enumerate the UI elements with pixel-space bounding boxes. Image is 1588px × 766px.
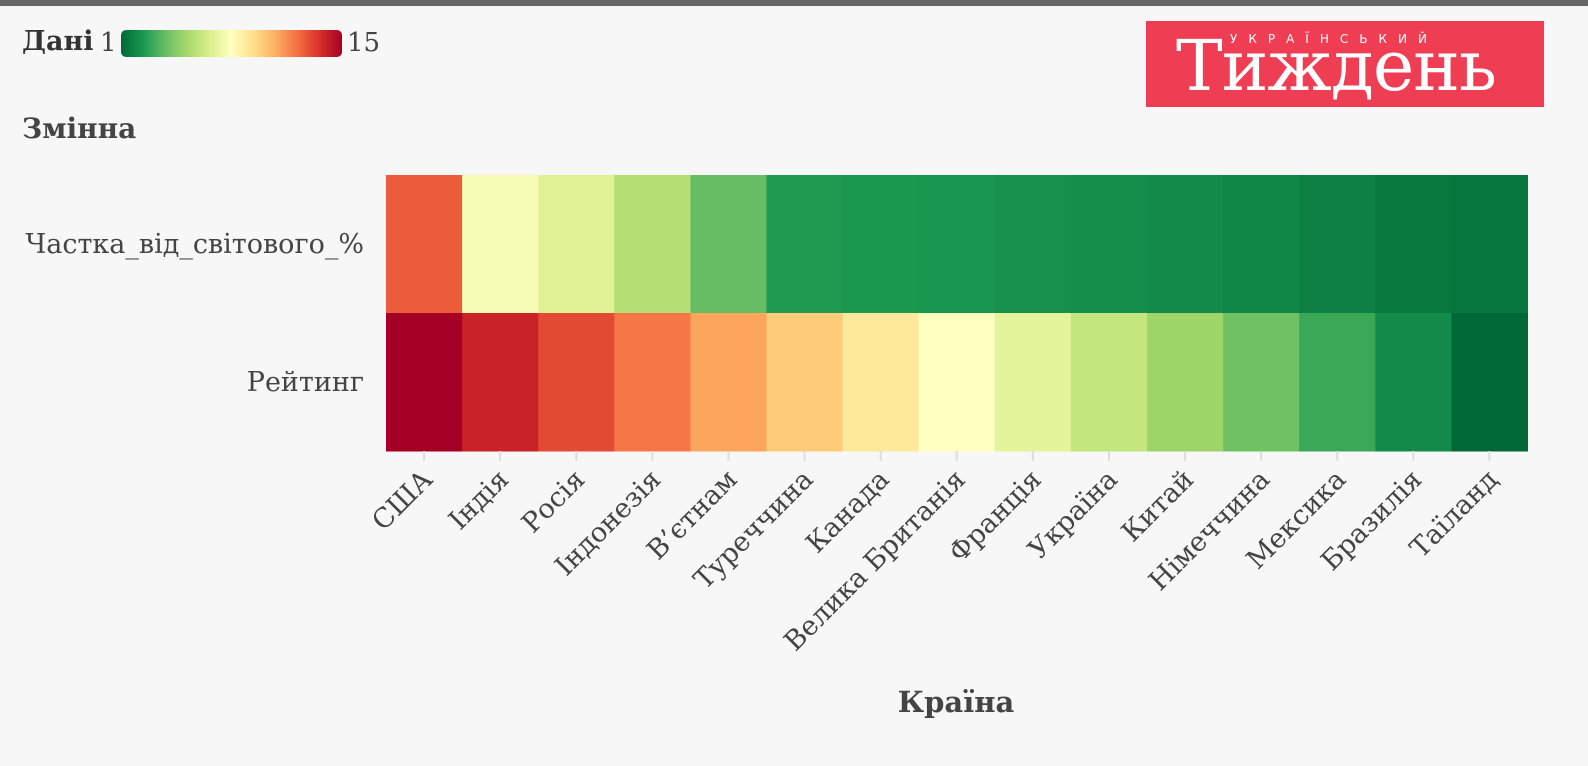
top-border — [0, 0, 1588, 6]
x-tick-label: Росія — [516, 464, 591, 539]
heatmap-cell — [690, 175, 767, 314]
heatmap-cell — [1223, 175, 1300, 314]
heatmap-cell — [386, 313, 463, 452]
color-scale-bar — [121, 30, 342, 57]
y-tick-label: Частка_від_світового_% — [25, 229, 364, 260]
heatmap-cell — [1451, 313, 1528, 452]
heatmap-cell — [842, 313, 920, 452]
heatmap-cell — [1375, 175, 1452, 314]
heatmap-cell — [994, 313, 1072, 452]
heatmap-cell — [614, 313, 691, 452]
heatmap-cell — [538, 313, 615, 452]
heatmap-cell — [1299, 175, 1376, 314]
heatmap-cell — [1070, 313, 1148, 452]
heatmap-cell — [1299, 313, 1376, 452]
heatmap-cell — [842, 175, 920, 314]
heatmap-cell — [1147, 313, 1224, 452]
x-tick-label: США — [366, 464, 439, 537]
y-tick-label: Рейтинг — [247, 367, 364, 398]
heatmap-cell — [386, 175, 463, 314]
x-axis-title: Країна — [898, 685, 1015, 719]
tyzhden-logo: Тиждень УКРАЇНСЬКИЙ — [1146, 21, 1544, 107]
heatmap-cell — [1223, 313, 1300, 452]
heatmap-cell — [918, 313, 996, 452]
legend-min-label: 1 — [100, 28, 117, 58]
legend-max-label: 15 — [347, 28, 381, 58]
legend-title: Дані — [22, 26, 94, 57]
heatmap-cell — [462, 313, 539, 452]
heatmap-cell — [766, 313, 844, 452]
heatmap-cell — [462, 175, 539, 314]
heatmap-cell — [690, 313, 767, 452]
logo-small-text: УКРАЇНСЬКИЙ — [1230, 32, 1438, 46]
y-axis-title: Змінна — [22, 112, 137, 145]
heatmap-cell — [1147, 175, 1224, 314]
heatmap-cell — [1451, 175, 1528, 314]
logo-big-text: Тиждень — [1176, 25, 1497, 107]
heatmap-cell — [1375, 313, 1452, 452]
heatmap-cell — [614, 175, 691, 314]
heatmap-cell — [1070, 175, 1148, 314]
heatmap-cell — [766, 175, 844, 314]
heatmap-cell — [538, 175, 615, 314]
heatmap-cell — [994, 175, 1072, 314]
x-tick-label: Індія — [443, 464, 515, 536]
heatmap-cell — [918, 175, 996, 314]
